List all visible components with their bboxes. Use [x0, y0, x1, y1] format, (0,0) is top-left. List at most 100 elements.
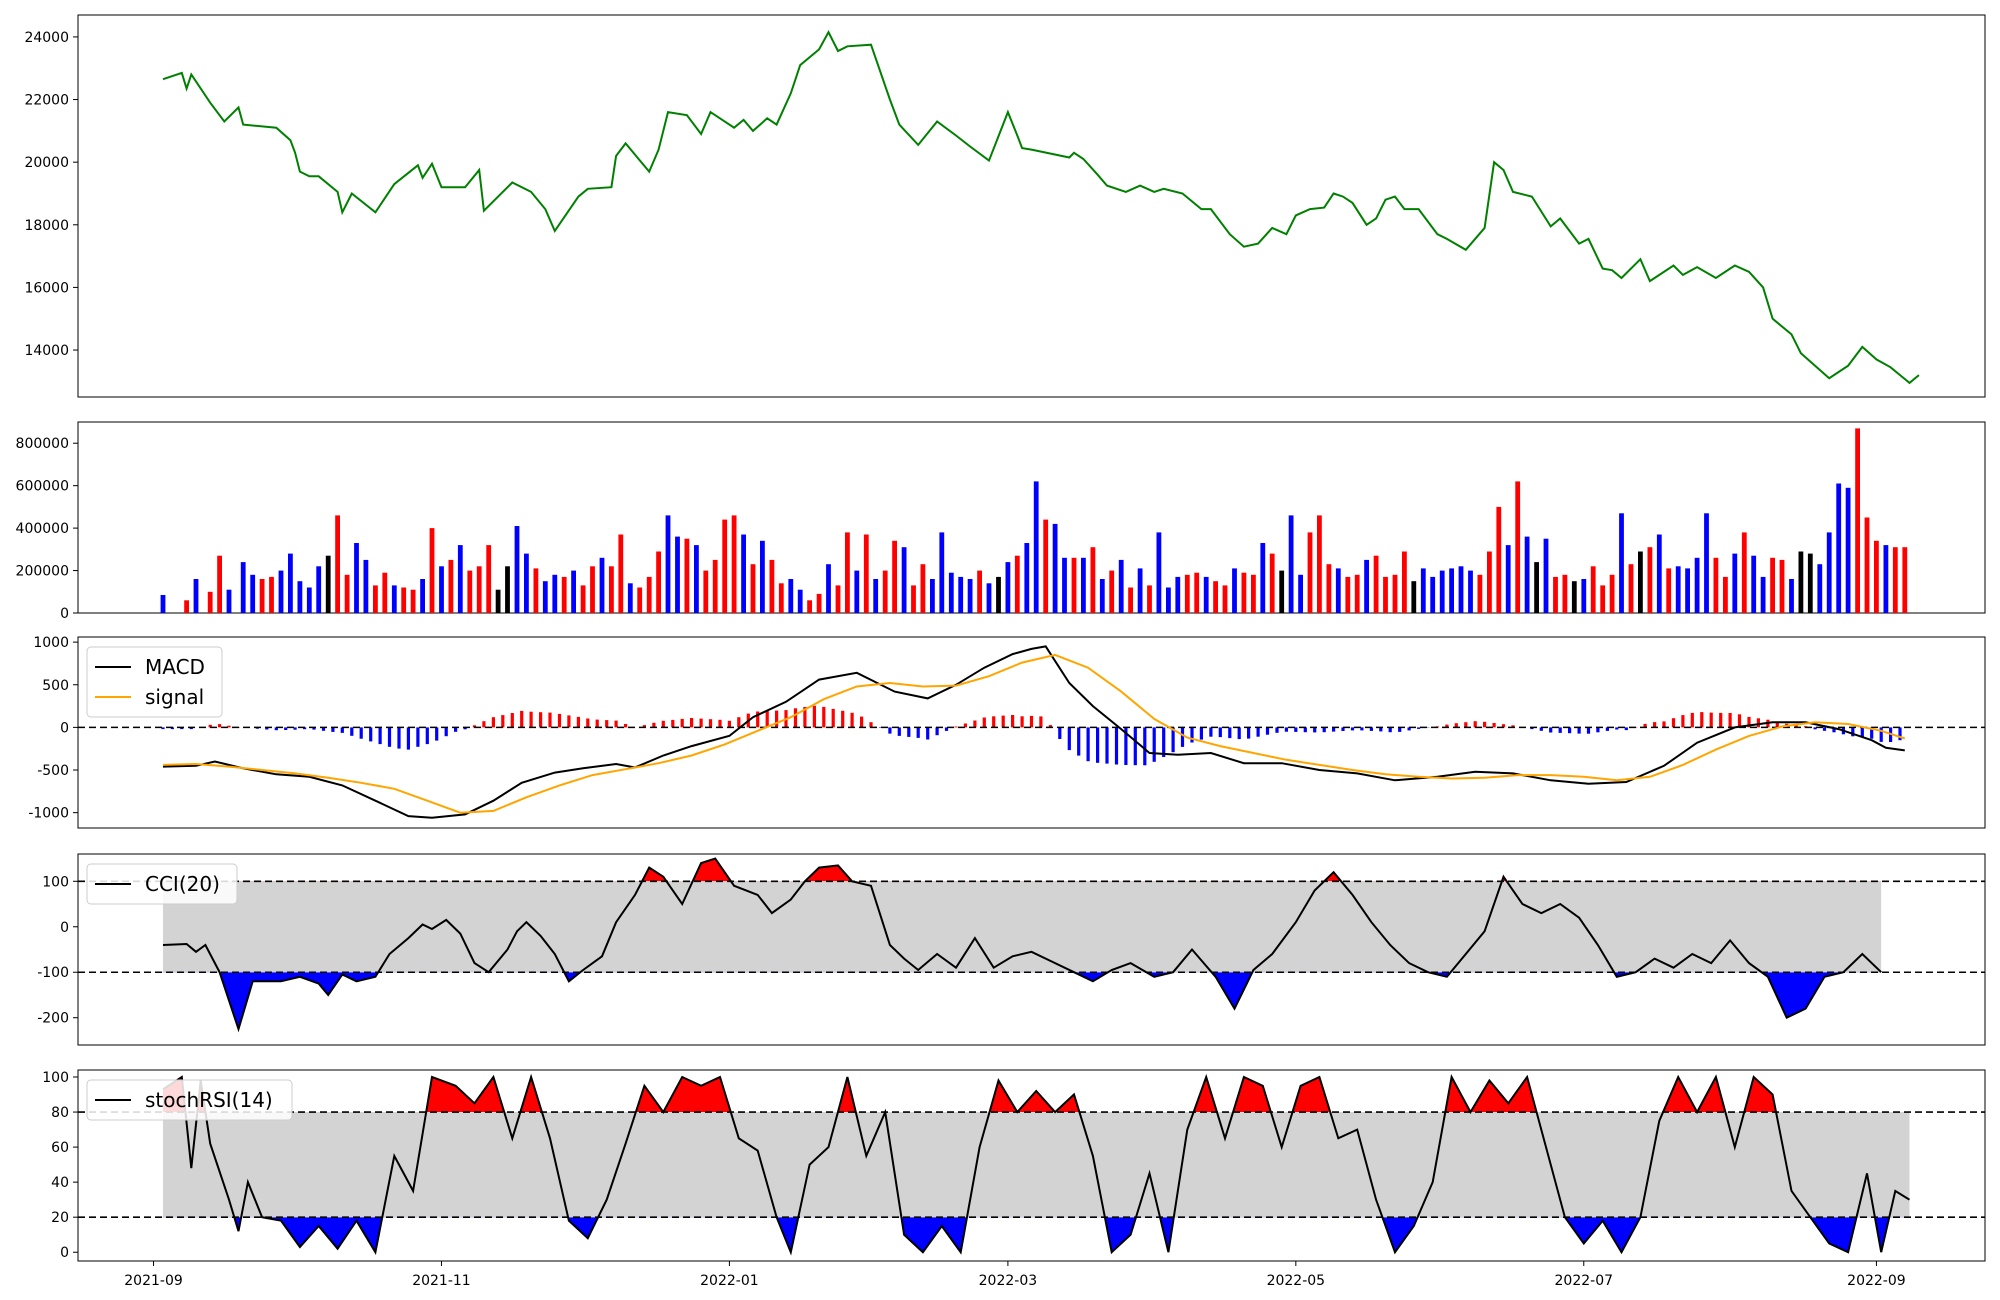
volume-panel: 0 200000 400000 600000 800000: [16, 421, 1986, 622]
volume-bar: [1232, 568, 1237, 613]
macd-histogram-bar: [1586, 727, 1591, 734]
y-tick-label: 60: [51, 1140, 69, 1156]
macd-histogram-bar: [1143, 727, 1147, 766]
volume-bar: [826, 564, 831, 613]
volume-bar: [1685, 568, 1690, 613]
macd-histogram-bar: [321, 727, 326, 731]
macd-histogram-bar: [520, 710, 524, 728]
cci-line: [162, 857, 1882, 1033]
macd-histogram-bar: [1124, 727, 1128, 765]
y-tick-label: 18000: [24, 218, 69, 234]
volume-bar: [1345, 576, 1351, 613]
volume-bar: [316, 566, 322, 613]
macd-histogram-bar: [1851, 727, 1855, 737]
volume-bar: [618, 534, 624, 613]
macd-histogram-bar: [1690, 712, 1694, 728]
neutral-band: [162, 1112, 1910, 1218]
macd-histogram-bar: [1671, 718, 1676, 728]
macd-histogram-bar: [1398, 727, 1402, 732]
macd-histogram-bar: [284, 727, 288, 730]
volume-bar: [1213, 581, 1218, 613]
volume-bar: [986, 583, 992, 613]
volume-bar: [911, 585, 916, 613]
macd-histogram-bar: [1407, 727, 1411, 731]
volume-bar: [1383, 576, 1388, 613]
volume-bar: [1052, 523, 1058, 613]
volume-bar: [977, 570, 982, 613]
macd-histogram-bar: [982, 717, 986, 728]
macd-histogram-bar: [1199, 727, 1203, 740]
volume-bar: [1741, 532, 1747, 613]
volume-bar: [797, 589, 803, 613]
volume-bar: [363, 559, 369, 613]
macd-histogram-bar: [831, 708, 835, 728]
volume-bar: [1128, 587, 1133, 613]
macd-histogram-bar: [1492, 723, 1496, 728]
y-tick-label: 14000: [24, 343, 69, 359]
volume-bar: [542, 581, 548, 613]
volume-bar: [467, 570, 473, 613]
volume-bar: [1156, 532, 1162, 613]
macd-histogram-bar: [369, 727, 373, 742]
macd-histogram-bar: [501, 715, 505, 728]
macd-histogram-bar: [1454, 723, 1458, 728]
volume-bar: [1071, 557, 1077, 613]
legend-box: [86, 1079, 293, 1121]
macd-histogram-bar: [907, 727, 911, 737]
volume-bar: [1571, 581, 1577, 613]
macd-histogram-bar: [1483, 721, 1487, 728]
y-tick-label: 16000: [24, 280, 69, 296]
macd-histogram-bar: [1190, 727, 1194, 743]
volume-bar: [217, 555, 222, 613]
volume-bar: [278, 570, 284, 613]
macd-histogram-bar: [1171, 727, 1175, 753]
volume-bar: [675, 536, 680, 613]
macd-histogram-bar: [718, 719, 722, 728]
macd-histogram-bar: [1756, 718, 1760, 728]
macd-histogram-bar: [869, 722, 873, 728]
volume-bar: [816, 593, 822, 613]
volume-bar: [1335, 568, 1341, 613]
macd-histogram-bar: [1879, 727, 1883, 742]
volume-bar: [420, 579, 425, 613]
macd-histogram-bar: [1813, 727, 1817, 730]
volume-bar: [731, 515, 737, 613]
volume-bar: [226, 589, 232, 613]
volume-bar: [892, 540, 897, 613]
volume-bar: [1298, 574, 1303, 613]
y-tick-label: -1000: [28, 806, 69, 822]
volume-bar: [1137, 568, 1143, 613]
volume-bar: [354, 543, 359, 613]
macd-histogram-bar: [1445, 724, 1449, 728]
volume-bar: [1468, 570, 1473, 613]
volume-bar: [1723, 576, 1728, 613]
price-line: [162, 30, 1920, 385]
macd-histogram-bar: [1180, 727, 1185, 747]
x-tick-label: 2022-05: [1267, 1273, 1326, 1289]
macd-histogram-bar: [1388, 727, 1392, 733]
y-tick-label: 22000: [24, 93, 69, 109]
y-tick-label: 0: [60, 920, 69, 936]
macd-histogram-bar: [822, 706, 826, 728]
macd-histogram-bar: [1662, 721, 1666, 728]
volume-bar: [1855, 428, 1860, 613]
legend-label: signal: [145, 685, 204, 709]
y-tick-label: 500: [42, 678, 69, 694]
macd-histogram-bar: [1162, 727, 1166, 757]
volume-bar: [495, 589, 501, 613]
volume-bar: [996, 576, 1001, 613]
macd-histogram-bar: [161, 727, 165, 730]
macd-histogram-bar: [472, 725, 477, 728]
volume-bar: [1402, 551, 1407, 613]
volume-bar: [760, 540, 765, 613]
macd-histogram-bar: [860, 716, 864, 728]
macd-histogram-bar: [1794, 724, 1798, 728]
macd-histogram-bar: [1709, 712, 1713, 728]
cci-panel: -200 -100 0 100 CCI(20): [37, 853, 1986, 1046]
volume-bar: [1354, 574, 1360, 613]
panel-frame: [77, 636, 1986, 829]
macd-histogram-bar: [1511, 725, 1515, 728]
macd-histogram-bar: [1020, 716, 1024, 728]
volume-bar: [1902, 547, 1908, 613]
volume-bar: [514, 526, 520, 613]
